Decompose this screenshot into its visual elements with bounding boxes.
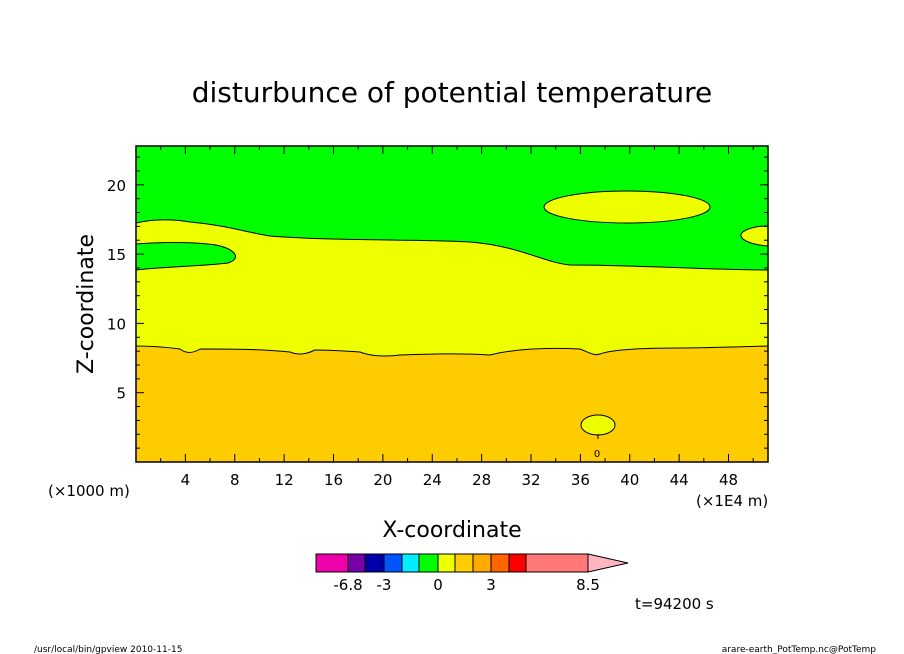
colorbar-segment [347, 553, 366, 573]
colorbar-segment [508, 553, 527, 573]
y-unit-label: (×1000 m) [48, 482, 130, 500]
contour-green-lens-left [135, 242, 236, 271]
y-tick-label: 15 [107, 246, 126, 264]
x-tick-label: 8 [230, 471, 240, 489]
colorbar-segment [383, 553, 403, 573]
x-tick-label: 4 [181, 471, 191, 489]
x-tick-label: 28 [472, 471, 491, 489]
colorbar-tick-label: -6.8 [333, 576, 362, 594]
colorbar-segment [490, 553, 510, 573]
x-tick-label: 20 [373, 471, 392, 489]
colorbar-tick-label: 8.5 [576, 576, 600, 594]
colorbar-segment [472, 553, 492, 573]
x-unit-label: (×1E4 m) [696, 492, 768, 510]
footer-right: arare-earth_PotTemp.nc@PotTemp [722, 645, 877, 654]
x-tick-label: 24 [423, 471, 442, 489]
x-tick-label: 40 [620, 471, 639, 489]
chart-title: disturbunce of potential temperature [192, 76, 713, 109]
x-tick-label: 16 [324, 471, 343, 489]
colorbar-segment [454, 553, 474, 573]
colorbar-segment [418, 553, 439, 573]
y-tick-label: 5 [116, 385, 126, 403]
contour-yellow-blob-edge-right [740, 225, 769, 247]
time-label: t=94200 s [635, 595, 714, 613]
colorbar-segment [401, 553, 420, 573]
plot-area: 0 [135, 145, 769, 463]
y-tick-label: 10 [107, 315, 126, 333]
plot-frame [135, 145, 769, 463]
contour-yellow-blob-upper-right [543, 190, 711, 224]
colorbar-segment [437, 553, 456, 573]
colorbar-segment [315, 553, 349, 573]
y-tick-label: 20 [107, 177, 126, 195]
contour-line-lower [135, 345, 769, 357]
colorbar-segment [364, 553, 385, 573]
colorbar-tick-label: 3 [486, 576, 496, 594]
contour-label: 0 [594, 449, 600, 460]
colorbar-tick-label: -3 [377, 576, 392, 594]
x-tick-label: 44 [670, 471, 689, 489]
x-tick-label: 12 [275, 471, 294, 489]
colorbar-segment [525, 553, 589, 573]
colorbar-tick-label: 0 [433, 576, 443, 594]
footer-left: /usr/local/bin/gpview 2010-11-15 [34, 645, 182, 654]
x-axis: 4 8 12 16 20 24 28 32 36 40 44 48 [160, 146, 754, 489]
x-tick-label: 36 [571, 471, 590, 489]
y-axis-label: Z-coordinate [74, 234, 99, 374]
contour-yellow-blob-lower [580, 414, 616, 436]
colorbar-arrow [587, 553, 629, 573]
x-tick-label: 48 [719, 471, 738, 489]
y-axis: 5 10 15 20 [107, 156, 768, 449]
colorbar: -6.8 -3 0 3 8.5 [315, 553, 629, 594]
x-axis-label: X-coordinate [382, 518, 521, 543]
x-tick-label: 32 [521, 471, 540, 489]
region-upper [135, 145, 769, 271]
